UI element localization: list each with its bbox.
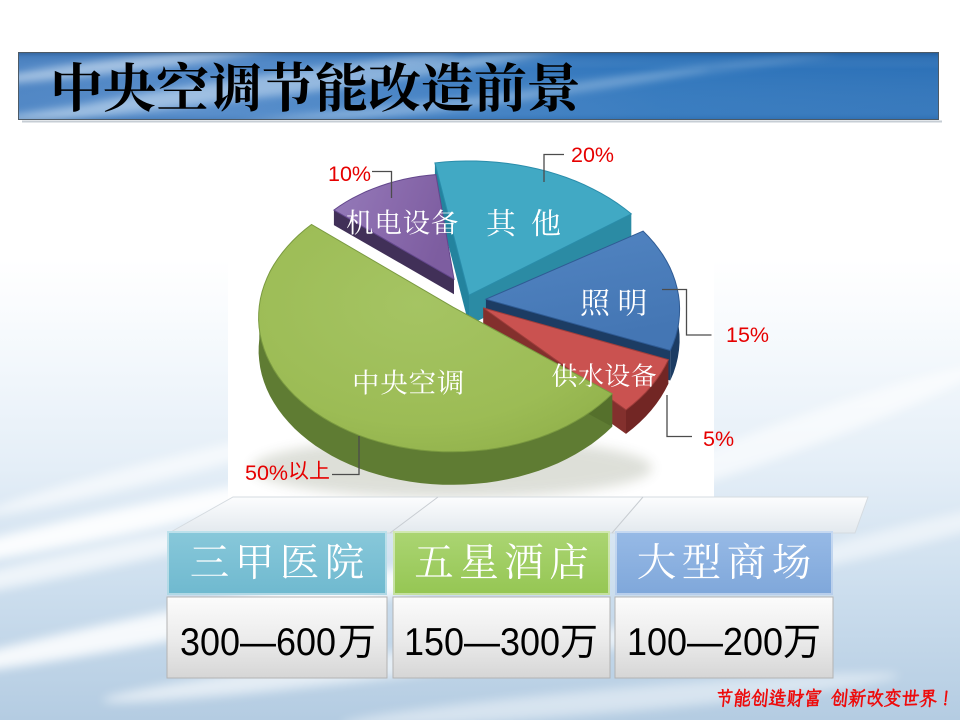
svg-text:15%: 15% [726, 323, 769, 347]
svg-text:5%: 5% [703, 427, 734, 451]
svg-text:300—600: 300—600 [180, 621, 336, 664]
svg-text:100—200: 100—200 [627, 621, 783, 664]
svg-text:50%: 50% [245, 461, 288, 485]
svg-text:150—300: 150—300 [404, 621, 560, 664]
svg-text:10%: 10% [328, 162, 371, 186]
svg-text:20%: 20% [571, 143, 614, 167]
